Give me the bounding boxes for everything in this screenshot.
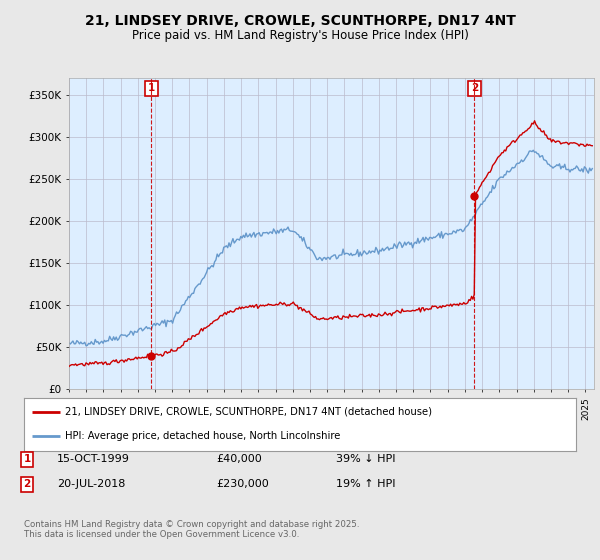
Text: 21, LINDSEY DRIVE, CROWLE, SCUNTHORPE, DN17 4NT: 21, LINDSEY DRIVE, CROWLE, SCUNTHORPE, D… bbox=[85, 14, 515, 28]
Text: 1: 1 bbox=[23, 454, 31, 464]
Text: 15-OCT-1999: 15-OCT-1999 bbox=[57, 454, 130, 464]
Text: Price paid vs. HM Land Registry's House Price Index (HPI): Price paid vs. HM Land Registry's House … bbox=[131, 29, 469, 42]
Text: 1: 1 bbox=[148, 83, 155, 94]
Text: 20-JUL-2018: 20-JUL-2018 bbox=[57, 479, 125, 489]
Text: 2: 2 bbox=[471, 83, 478, 94]
Text: £40,000: £40,000 bbox=[216, 454, 262, 464]
Text: 21, LINDSEY DRIVE, CROWLE, SCUNTHORPE, DN17 4NT (detached house): 21, LINDSEY DRIVE, CROWLE, SCUNTHORPE, D… bbox=[65, 407, 433, 417]
Text: 19% ↑ HPI: 19% ↑ HPI bbox=[336, 479, 395, 489]
Text: £230,000: £230,000 bbox=[216, 479, 269, 489]
Text: HPI: Average price, detached house, North Lincolnshire: HPI: Average price, detached house, Nort… bbox=[65, 431, 341, 441]
Text: Contains HM Land Registry data © Crown copyright and database right 2025.
This d: Contains HM Land Registry data © Crown c… bbox=[24, 520, 359, 539]
Text: 39% ↓ HPI: 39% ↓ HPI bbox=[336, 454, 395, 464]
Text: 2: 2 bbox=[23, 479, 31, 489]
